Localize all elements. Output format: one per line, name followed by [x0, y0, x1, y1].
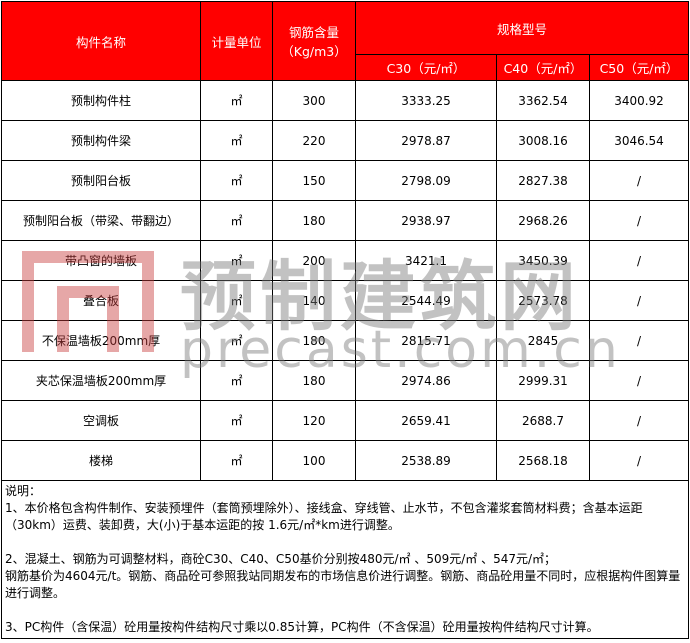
- cell-unit: ㎡: [200, 200, 273, 241]
- cell-name: 预制构件梁: [1, 120, 201, 161]
- header-c40: C40（元/㎡）: [496, 54, 590, 81]
- cell-name: 不保温墙板200mm厚: [1, 320, 201, 361]
- cell-unit: ㎡: [200, 120, 273, 161]
- cell-c40: 2568.18: [496, 440, 590, 481]
- cell-c40: 2688.7: [496, 400, 590, 441]
- cell-c40: 3450.39: [496, 240, 590, 281]
- cell-steel: 120: [272, 400, 356, 441]
- cell-c30: 2815.71: [355, 320, 497, 361]
- cell-unit: ㎡: [200, 160, 273, 201]
- cell-c30: 3421.1: [355, 240, 497, 281]
- header-unit: 计量单位: [200, 1, 273, 81]
- cell-c50: 3400.92: [588, 80, 690, 121]
- header-steel-label: 钢筋含量: [288, 25, 339, 40]
- header-steel-unit: （Kg/m3）: [281, 44, 347, 59]
- cell-c40: 2968.26: [496, 200, 590, 241]
- note-3: 3、PC构件（含保温）砼用量按构件结构尺寸乘以0.85计算，PC构件（不含保温）…: [5, 620, 599, 634]
- cell-c40: 2827.38: [496, 160, 590, 201]
- cell-unit: ㎡: [200, 240, 273, 281]
- note-1: 1、本价格包含构件制作、安装预埋件（套筒预埋除外）、接线盒、穿线管、止水节，不包…: [5, 501, 643, 532]
- cell-c50: /: [588, 280, 690, 321]
- header-c50: C50（元/㎡）: [588, 54, 690, 81]
- cell-unit: ㎡: [200, 80, 273, 121]
- cell-c50: /: [588, 360, 690, 401]
- cell-steel: 220: [272, 120, 356, 161]
- notes-title: 说明：: [5, 484, 42, 498]
- cell-name: 预制构件柱: [1, 80, 201, 121]
- cell-c50: /: [588, 440, 690, 481]
- cell-name: 预制阳台板: [1, 160, 201, 201]
- cell-c40: 3362.54: [496, 80, 590, 121]
- cell-c30: 2544.49: [355, 280, 497, 321]
- cell-c50: /: [588, 400, 690, 441]
- cell-unit: ㎡: [200, 320, 273, 361]
- cell-c30: 2978.87: [355, 120, 497, 161]
- cell-name: 叠合板: [1, 280, 201, 321]
- cell-c50: /: [588, 200, 690, 241]
- cell-name: 夹芯保温墙板200mm厚: [1, 360, 201, 401]
- cell-c40: 3008.16: [496, 120, 590, 161]
- cell-unit: ㎡: [200, 400, 273, 441]
- cell-steel: 100: [272, 440, 356, 481]
- cell-c30: 2974.86: [355, 360, 497, 401]
- header-spec: 规格型号: [354, 1, 690, 55]
- note-2b: 钢筋基价为4604元/t。钢筋、商品砼可参照我站同期发布的市场信息价进行调整。钢…: [5, 569, 681, 600]
- cell-c50: /: [588, 240, 690, 281]
- table-row: 预制阳台板（带梁、带翻边）㎡ 180 2938.97 2968.26/: [1, 200, 690, 241]
- cell-c40: 2845: [496, 320, 590, 361]
- cell-unit: ㎡: [200, 440, 273, 481]
- cell-steel: 180: [272, 360, 356, 401]
- cell-steel: 180: [272, 320, 356, 361]
- cell-c30: 2938.97: [355, 200, 497, 241]
- cell-steel: 180: [272, 200, 356, 241]
- cell-name: 带凸窗的墙板: [1, 240, 201, 281]
- cell-name: 楼梯: [1, 440, 201, 481]
- cell-c40: 2573.78: [496, 280, 590, 321]
- cell-c30: 3333.25: [355, 80, 497, 121]
- cell-unit: ㎡: [200, 360, 273, 401]
- cell-steel: 200: [272, 240, 356, 281]
- cell-c40: 2999.31: [496, 360, 590, 401]
- cell-name: 预制阳台板（带梁、带翻边）: [1, 200, 201, 241]
- cell-steel: 140: [272, 280, 356, 321]
- cell-c50: 3046.54: [588, 120, 690, 161]
- cell-c50: /: [588, 160, 690, 201]
- cell-c50: /: [588, 320, 690, 361]
- cell-name: 空调板: [1, 400, 201, 441]
- header-name: 构件名称: [1, 1, 201, 81]
- note-2a: 2、混凝土、钢筋为可调整材料，商砼C30、C40、C50基价分别按480元/㎡ …: [5, 552, 557, 566]
- cell-steel: 300: [272, 80, 356, 121]
- notes: 说明： 1、本价格包含构件制作、安装预埋件（套筒预埋除外）、接线盒、穿线管、止水…: [0, 480, 690, 639]
- cell-c30: 2538.89: [355, 440, 497, 481]
- cell-steel: 150: [272, 160, 356, 201]
- header-steel: 钢筋含量 （Kg/m3）: [272, 1, 356, 81]
- cell-c30: 2659.41: [355, 400, 497, 441]
- cell-unit: ㎡: [200, 280, 273, 321]
- header-c30: C30（元/㎡）: [355, 54, 497, 81]
- cell-c30: 2798.09: [355, 160, 497, 201]
